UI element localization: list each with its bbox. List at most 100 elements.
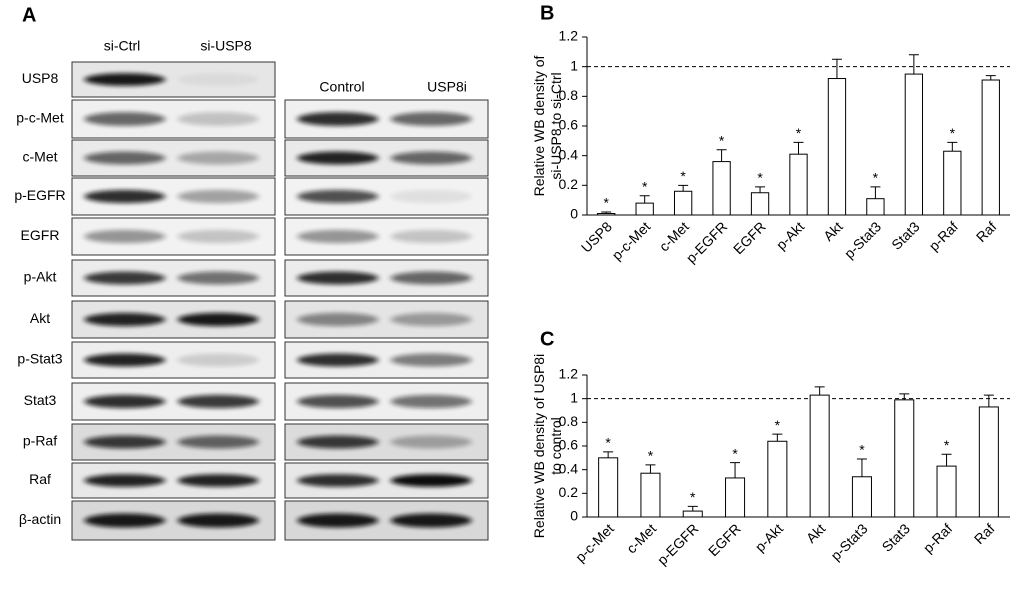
row-label: Raf	[29, 471, 51, 487]
bar	[767, 440, 788, 518]
bar	[597, 213, 616, 216]
row-label: β-actin	[19, 511, 61, 527]
error-bar	[908, 54, 919, 75]
error-bar	[603, 451, 614, 458]
band	[177, 435, 259, 449]
band	[84, 394, 166, 409]
y-axis-label-line: Relative WB density of	[531, 55, 547, 196]
band	[390, 513, 472, 528]
band	[390, 474, 472, 487]
error-bar	[716, 149, 727, 162]
bar	[978, 406, 999, 518]
band	[297, 271, 379, 285]
error-bar	[856, 458, 867, 477]
band	[84, 353, 166, 367]
row-label: Akt	[30, 310, 50, 326]
significance-marker: *	[732, 445, 738, 461]
x-tick-label: p-Stat3	[841, 218, 884, 261]
band	[84, 151, 166, 165]
band	[297, 189, 379, 204]
band	[390, 394, 472, 409]
row-label: p-EGFR	[14, 187, 65, 203]
band	[177, 73, 259, 86]
x-tick-label: p-Raf	[926, 218, 962, 254]
band	[177, 151, 259, 165]
band	[84, 112, 166, 126]
x-tick-label: p-c-Met	[572, 520, 617, 565]
row-label: EGFR	[21, 227, 60, 243]
band	[297, 353, 379, 367]
panel-label: C	[540, 328, 554, 350]
bar	[673, 190, 693, 216]
x-tick-label: c-Met	[656, 218, 692, 254]
error-bar	[730, 462, 741, 478]
x-tick-label: p-Akt	[752, 520, 786, 554]
significance-marker: *	[796, 125, 802, 141]
significance-marker: *	[950, 125, 956, 141]
x-tick-label: Akt	[820, 218, 846, 244]
bar	[598, 457, 619, 518]
bar	[851, 476, 872, 518]
x-tick-label: p-c-Met	[609, 218, 654, 263]
band	[297, 112, 379, 126]
band	[390, 353, 472, 367]
band	[177, 474, 259, 487]
y-tick-label: 0.4	[559, 146, 579, 162]
band	[84, 312, 166, 327]
y-axis-label-line: Relative WB density of USP8i	[531, 354, 547, 538]
bar	[943, 150, 962, 216]
error-bar	[899, 393, 910, 400]
band	[390, 229, 472, 244]
band	[390, 151, 472, 165]
band	[177, 353, 259, 367]
y-tick-label: 1	[570, 389, 578, 405]
x-tick-label: EGFR	[730, 218, 769, 257]
band	[177, 229, 259, 244]
band	[297, 151, 379, 165]
x-tick-label: p-Raf	[920, 520, 956, 556]
x-tick-label: c-Met	[623, 520, 659, 556]
x-tick-label: Stat3	[879, 520, 914, 555]
y-axis-label-line: to control	[548, 417, 564, 475]
bar	[936, 465, 957, 518]
x-tick-label: Raf	[971, 520, 998, 547]
band	[84, 435, 166, 449]
error-bar	[755, 186, 766, 193]
x-tick-label: Stat3	[888, 218, 923, 253]
x-tick-label: p-EGFR	[683, 218, 731, 266]
y-tick-label: 1.2	[559, 366, 579, 382]
panel-label: B	[540, 2, 554, 24]
y-tick-label: 0.2	[559, 176, 579, 192]
error-bar	[601, 211, 612, 214]
band	[177, 189, 259, 204]
column-header: si-USP8	[200, 38, 252, 54]
error-bar	[678, 184, 689, 192]
y-tick-label: 0.4	[559, 460, 579, 476]
error-bar	[793, 141, 804, 155]
bar	[712, 161, 731, 216]
x-tick-label: Raf	[973, 218, 1000, 245]
significance-marker: *	[604, 195, 610, 211]
significance-marker: *	[775, 417, 781, 433]
band	[297, 474, 379, 487]
band	[177, 112, 259, 126]
band	[297, 312, 379, 327]
y-tick-label: 0.8	[559, 87, 579, 103]
error-bar	[639, 195, 650, 204]
y-axis-label-line: si-USP8 to si-Ctrl	[548, 72, 564, 179]
significance-marker: *	[690, 489, 696, 505]
band	[177, 513, 259, 528]
significance-marker: *	[605, 435, 611, 451]
bar	[981, 79, 1000, 216]
error-bar	[985, 75, 996, 81]
significance-marker: *	[873, 170, 879, 186]
y-tick-label: 0.2	[559, 484, 579, 500]
band	[177, 312, 259, 327]
band	[297, 513, 379, 528]
band	[84, 513, 166, 528]
band	[84, 189, 166, 204]
row-label: p-Akt	[24, 269, 57, 285]
band	[84, 474, 166, 487]
row-label: p-Stat3	[17, 351, 62, 367]
x-tick-label: p-Akt	[773, 218, 807, 252]
